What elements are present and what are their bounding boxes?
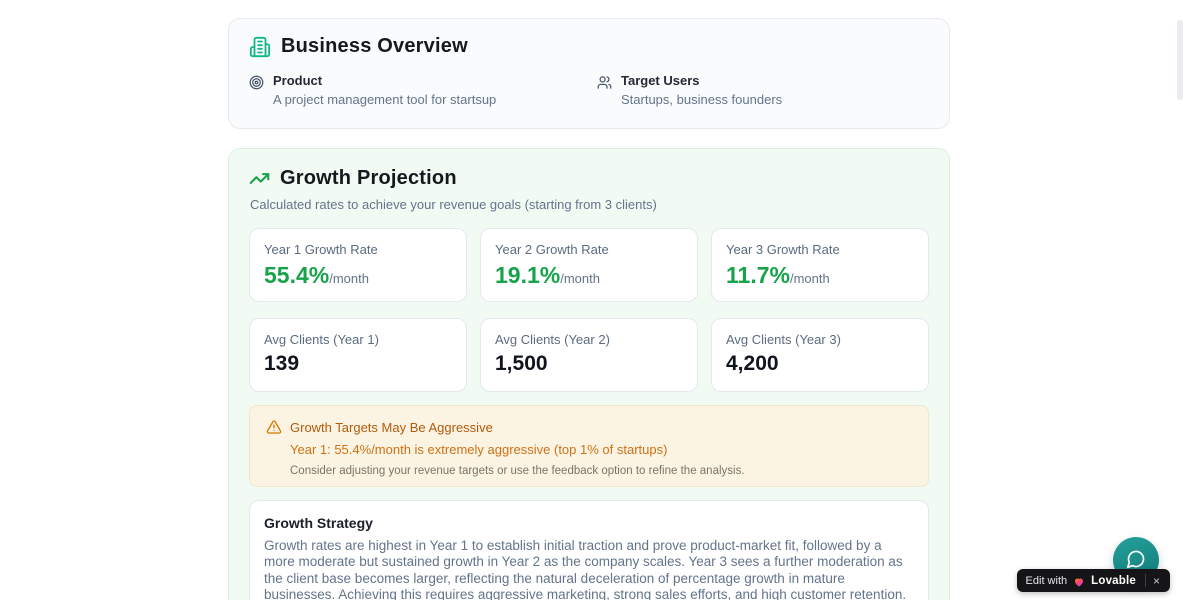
- warning-title: Growth Targets May Be Aggressive: [290, 419, 493, 435]
- business-overview-title: Business Overview: [281, 35, 468, 57]
- stat-value-row: 4,200: [726, 352, 914, 376]
- target-users-field: Target Users Startups, business founders: [597, 73, 929, 108]
- growth-projection-title: Growth Projection: [280, 167, 457, 189]
- product-label: Product: [273, 73, 323, 88]
- users-icon: [597, 75, 612, 90]
- stat-value: 19.1%: [495, 262, 561, 288]
- product-field-text: Product A project management tool for st…: [273, 73, 496, 108]
- stat-card-year1-rate: Year 1 Growth Rate 55.4%/month: [249, 228, 467, 302]
- overview-fields: Product A project management tool for st…: [249, 73, 929, 108]
- stat-label: Avg Clients (Year 1): [264, 332, 379, 347]
- warning-title-row: Growth Targets May Be Aggressive: [266, 419, 912, 435]
- product-value: A project management tool for startsup: [273, 92, 497, 107]
- stat-value: 139: [264, 352, 300, 375]
- growth-projection-header: Growth Projection: [249, 167, 929, 190]
- stat-card-year2-clients: Avg Clients (Year 2) 1,500: [480, 318, 698, 392]
- target-users-value: Startups, business founders: [621, 92, 783, 107]
- growth-projection-subtitle: Calculated rates to achieve your revenue…: [250, 197, 657, 212]
- badge-prefix: Edit with: [1025, 574, 1068, 587]
- edit-with-lovable-badge[interactable]: Edit with Lovable ×: [1016, 569, 1170, 592]
- stat-value: 55.4%: [264, 262, 330, 288]
- stat-suffix: /month: [560, 271, 600, 286]
- stat-label: Year 3 Growth Rate: [726, 242, 840, 257]
- alert-triangle-icon: [266, 419, 282, 435]
- stat-value-row: 19.1%/month: [495, 262, 683, 289]
- stat-value: 4,200: [726, 352, 779, 375]
- target-users-field-text: Target Users Startups, business founders: [621, 73, 782, 108]
- main-content: Business Overview Product A project mana…: [228, 18, 950, 600]
- badge-divider: [1144, 574, 1146, 587]
- building-icon: [249, 36, 271, 58]
- stat-value: 11.7%: [726, 262, 790, 288]
- stat-card-year3-rate: Year 3 Growth Rate 11.7%/month: [711, 228, 929, 302]
- chat-bubble-icon: [1126, 549, 1146, 572]
- stat-value-row: 1,500: [495, 352, 683, 376]
- stat-suffix: /month: [329, 271, 369, 286]
- growth-strategy-body: Growth rates are highest in Year 1 to es…: [264, 538, 907, 600]
- stat-value-row: 55.4%/month: [264, 262, 452, 289]
- stat-card-year2-rate: Year 2 Growth Rate 19.1%/month: [480, 228, 698, 302]
- stat-label: Avg Clients (Year 2): [495, 332, 610, 347]
- badge-close-button[interactable]: ×: [1152, 573, 1160, 588]
- lovable-logo-icon: [1073, 575, 1085, 587]
- warning-detail: Year 1: 55.4%/month is extremely aggress…: [290, 442, 668, 457]
- stat-value: 1,500: [495, 352, 548, 375]
- stat-label: Year 2 Growth Rate: [495, 242, 609, 257]
- stat-value-row: 11.7%/month: [726, 262, 914, 289]
- stat-value-row: 139: [264, 352, 452, 376]
- warning-note: Consider adjusting your revenue targets …: [290, 465, 745, 477]
- product-field: Product A project management tool for st…: [249, 73, 597, 108]
- badge-brand-label: Lovable: [1091, 574, 1136, 587]
- stat-suffix: /month: [789, 271, 830, 286]
- growth-strategy-title: Growth Strategy: [264, 515, 373, 531]
- stat-label: Avg Clients (Year 3): [726, 332, 841, 347]
- vertical-scrollbar-thumb[interactable]: [1177, 20, 1183, 100]
- growth-rate-grid: Year 1 Growth Rate 55.4%/month Year 2 Gr…: [249, 228, 929, 302]
- growth-projection-card: Growth Projection Calculated rates to ac…: [228, 148, 950, 600]
- target-users-label: Target Users: [621, 73, 700, 88]
- stat-label: Year 1 Growth Rate: [264, 242, 378, 257]
- stat-card-year1-clients: Avg Clients (Year 1) 139: [249, 318, 467, 392]
- aggressive-growth-warning: Growth Targets May Be Aggressive Year 1:…: [249, 405, 929, 487]
- growth-strategy-card: Growth Strategy Growth rates are highest…: [249, 500, 929, 600]
- trending-up-icon: [249, 168, 270, 189]
- business-overview-header: Business Overview: [249, 35, 929, 58]
- business-overview-card: Business Overview Product A project mana…: [228, 18, 950, 129]
- avg-clients-grid: Avg Clients (Year 1) 139 Avg Clients (Ye…: [249, 318, 929, 392]
- target-icon: [249, 75, 264, 90]
- stat-card-year3-clients: Avg Clients (Year 3) 4,200: [711, 318, 929, 392]
